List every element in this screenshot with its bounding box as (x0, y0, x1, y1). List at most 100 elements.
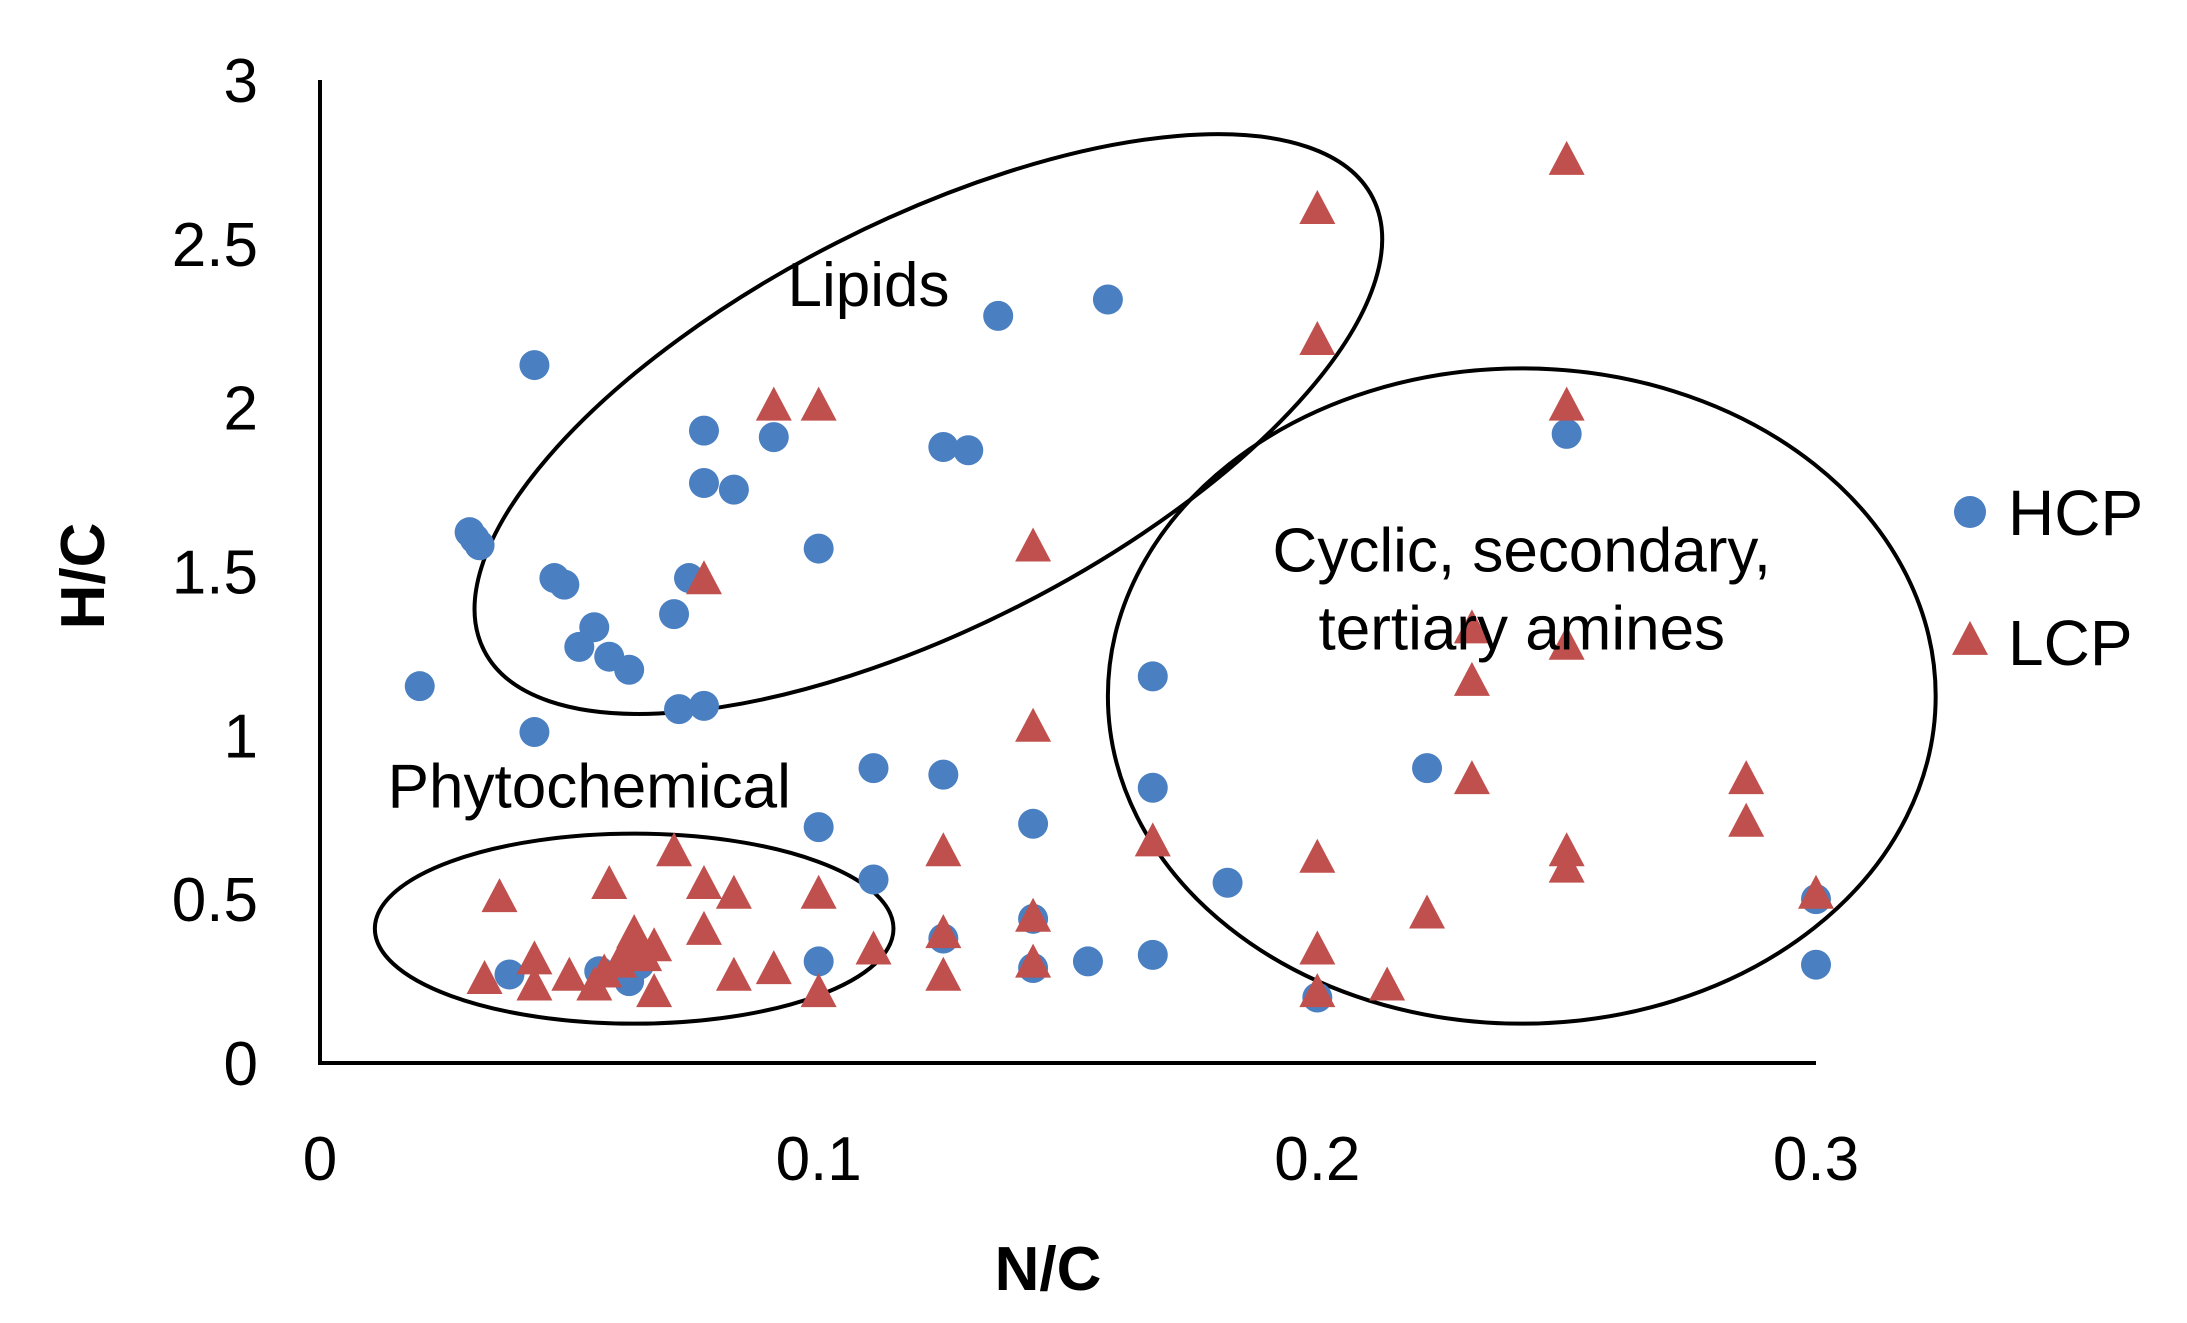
hcp-point (758, 422, 789, 453)
hcp-point (404, 671, 435, 702)
hcp-point (1212, 867, 1243, 898)
y-tick-label: 2 (224, 375, 258, 444)
hcp-point (614, 654, 645, 685)
hcp-point (519, 717, 550, 748)
lcp-point (1369, 966, 1406, 1001)
lcp-point (656, 832, 693, 867)
annotation-label: Cyclic, secondary, tertiary amines (1273, 517, 1771, 664)
x-tick-label: 0.2 (1274, 1125, 1360, 1194)
lcp-point (1453, 760, 1490, 795)
lcp-point (685, 560, 722, 595)
lcp-point (1299, 189, 1336, 224)
lcp-point (586, 953, 623, 988)
lcp-point (755, 950, 792, 985)
lcp-point (1548, 140, 1585, 175)
lcp-point (1299, 838, 1336, 873)
y-axis-title: H/C (49, 523, 118, 630)
lcp-point (1299, 321, 1336, 356)
hcp-point (1412, 753, 1443, 784)
lcp-point (925, 956, 962, 991)
hcp-point (659, 599, 690, 630)
legend-label: LCP (2008, 607, 2133, 679)
lcp-point (516, 940, 553, 975)
hcp-point (1137, 772, 1168, 803)
lcp-point (925, 832, 962, 867)
lcp-point (800, 386, 837, 421)
lcp-point (516, 966, 553, 1001)
hcp-point (803, 533, 834, 564)
hcp-point (1137, 661, 1168, 692)
x-tick-label: 0.3 (1773, 1125, 1859, 1194)
lcp-point (855, 930, 892, 965)
series-lcp-points (466, 140, 1834, 1008)
lcp-point (466, 960, 503, 995)
hcp-point (494, 959, 525, 990)
lcp-point (1548, 625, 1585, 660)
y-tick-label: 3 (224, 47, 258, 116)
lcp-point (1548, 386, 1585, 421)
lcp-point (1015, 897, 1052, 932)
hcp-point (1092, 284, 1123, 315)
x-tick-label: 0 (303, 1125, 337, 1194)
lcp-point (1453, 661, 1490, 696)
hcp-point (549, 569, 580, 600)
annotations: Lipids Phytochemical Cyclic, secondary, ter… (388, 251, 1771, 821)
hcp-point (664, 694, 695, 725)
hcp-point (688, 415, 719, 446)
hcp-point (519, 350, 550, 381)
hcp-point (858, 864, 889, 895)
lcp-point (1134, 822, 1171, 857)
lcp-point (636, 973, 673, 1008)
annotation-label: Phytochemical (388, 752, 791, 821)
lcp-point (1728, 760, 1765, 795)
annotation-ellipse (1105, 366, 1938, 1026)
hcp-point (1137, 939, 1168, 970)
lcp-point (1299, 930, 1336, 965)
hcp-point (858, 753, 889, 784)
lcp-point (715, 874, 752, 909)
lcp-point (1728, 802, 1765, 837)
hcp-point (1018, 808, 1049, 839)
lcp-point (1015, 707, 1052, 742)
lcp-point (481, 878, 518, 913)
x-axis-title: N/C (995, 1235, 1102, 1304)
lcp-point (925, 914, 962, 949)
lcp-point (591, 864, 628, 899)
lcp-point (1015, 527, 1052, 562)
hcp-point (688, 468, 719, 499)
lcp-point (551, 956, 588, 991)
lcp-point (800, 874, 837, 909)
axes (318, 80, 1816, 1065)
annotation-ellipse (372, 831, 896, 1026)
y-tick-labels: 0 0.5 1 1.5 2 2.5 3 (172, 47, 258, 1099)
legend-label: HCP (2008, 477, 2143, 549)
hcp-point (928, 759, 959, 790)
lcp-point (1548, 848, 1585, 883)
hcp-point (803, 812, 834, 843)
hcp-point (718, 474, 749, 505)
lcp-point (1798, 874, 1834, 909)
legend-marker-lcp (1952, 620, 1988, 655)
hcp-point (1551, 418, 1582, 449)
y-tick-label: 0.5 (172, 866, 258, 935)
annotation-label: Lipids (788, 251, 950, 320)
legend: HCP LCP (1952, 477, 2143, 679)
hcp-point (803, 946, 834, 977)
lcp-point (1409, 894, 1446, 929)
lcp-point (685, 864, 722, 899)
x-tick-labels: 0 0.1 0.2 0.3 (303, 1125, 1859, 1194)
lcp-point (1453, 609, 1490, 644)
lcp-point (800, 973, 837, 1008)
hcp-point (1801, 949, 1831, 980)
lcp-point (1299, 973, 1336, 1008)
y-tick-label: 1.5 (172, 539, 258, 608)
lcp-point (636, 927, 673, 962)
y-tick-label: 0 (224, 1030, 258, 1099)
hcp-point (928, 431, 959, 462)
hcp-point (464, 530, 495, 561)
hcp-point (953, 435, 984, 466)
hcp-point (983, 300, 1014, 331)
y-tick-label: 2.5 (172, 211, 258, 280)
legend-marker-hcp (1954, 496, 1986, 528)
